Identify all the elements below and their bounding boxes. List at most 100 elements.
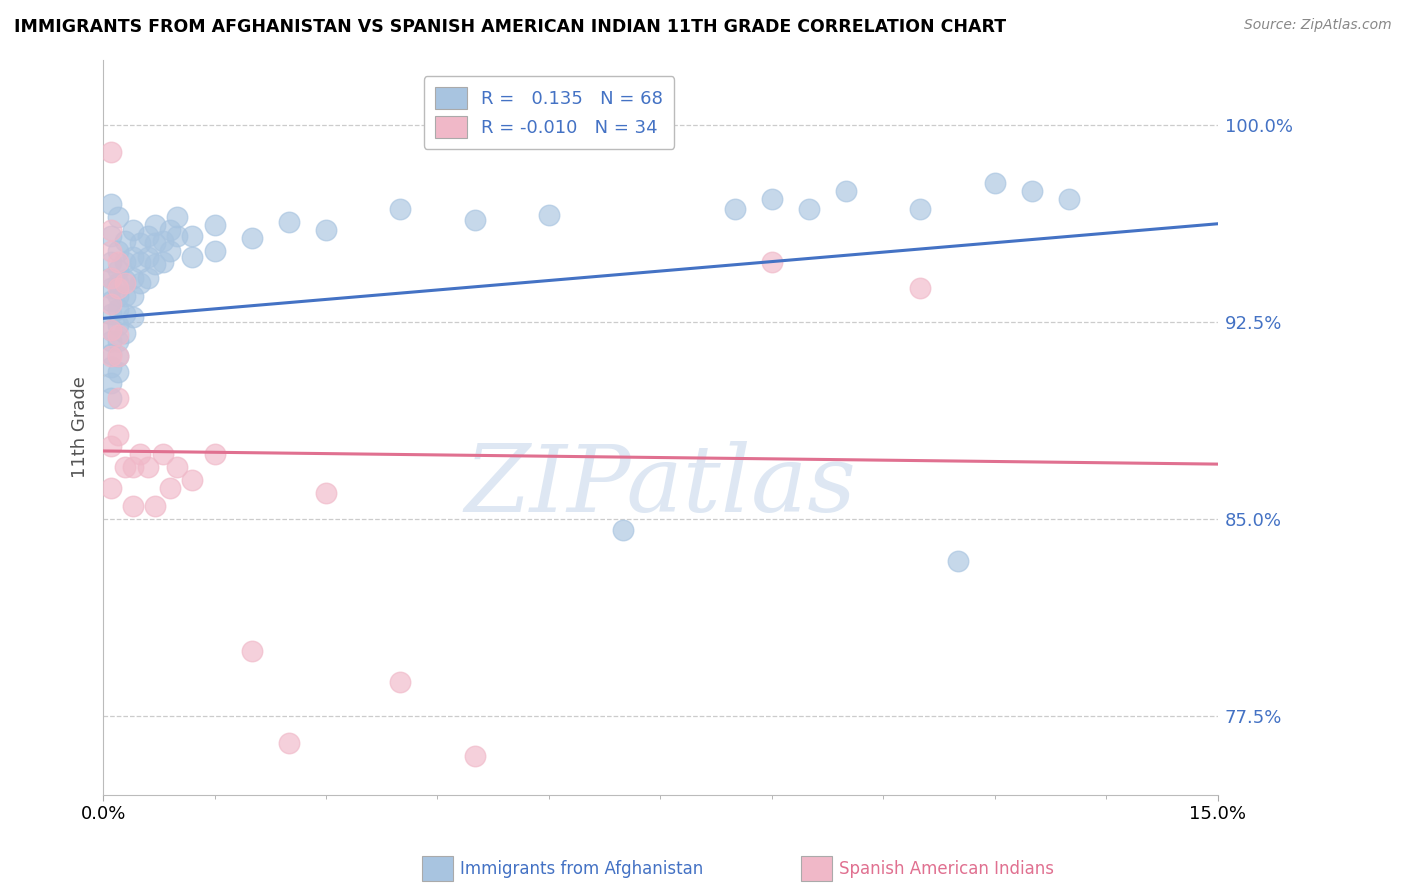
Point — [100, 359, 122, 374]
Legend: R =   0.135   N = 68, R = -0.010   N = 34: R = 0.135 N = 68, R = -0.010 N = 34 — [423, 76, 673, 149]
Point — [166, 459, 188, 474]
Point — [166, 228, 188, 243]
Point — [166, 210, 188, 224]
Point — [136, 459, 159, 474]
Point — [143, 258, 166, 272]
Point — [100, 228, 122, 243]
Point — [100, 347, 122, 361]
Point — [100, 281, 122, 295]
Point — [1057, 192, 1080, 206]
Point — [100, 376, 122, 390]
Point — [114, 289, 136, 303]
Point — [315, 486, 337, 500]
Point — [100, 350, 122, 364]
Point — [315, 223, 337, 237]
Point — [143, 236, 166, 251]
Point — [464, 748, 486, 763]
Point — [204, 218, 226, 232]
Point — [389, 202, 412, 217]
Point — [100, 334, 122, 348]
Point — [114, 459, 136, 474]
Point — [240, 643, 263, 657]
Point — [100, 294, 122, 309]
Point — [121, 499, 143, 513]
Point — [910, 202, 932, 217]
Point — [121, 310, 143, 324]
Point — [181, 473, 204, 487]
Text: ZIPatlas: ZIPatlas — [464, 442, 856, 531]
Point — [107, 318, 129, 332]
Point — [100, 323, 122, 337]
Point — [389, 675, 412, 690]
Point — [761, 192, 783, 206]
Point — [107, 281, 129, 295]
Point — [204, 244, 226, 259]
Point — [159, 223, 181, 237]
Point — [152, 234, 174, 248]
Point — [143, 218, 166, 232]
Point — [107, 392, 129, 406]
Text: Immigrants from Afghanistan: Immigrants from Afghanistan — [460, 860, 703, 878]
Point — [181, 228, 204, 243]
Point — [107, 328, 129, 343]
Point — [100, 197, 122, 211]
Point — [277, 735, 299, 749]
Point — [107, 276, 129, 290]
Point — [114, 255, 136, 269]
Point — [121, 250, 143, 264]
Point — [464, 212, 486, 227]
Point — [107, 255, 129, 269]
Point — [240, 231, 263, 245]
Point — [152, 447, 174, 461]
Point — [100, 307, 122, 321]
Point — [100, 323, 122, 337]
Point — [114, 276, 136, 290]
Point — [1021, 184, 1043, 198]
Point — [612, 523, 634, 537]
Point — [983, 176, 1005, 190]
Point — [129, 276, 152, 290]
Point — [136, 228, 159, 243]
Point — [910, 281, 932, 295]
Point — [143, 499, 166, 513]
Point — [114, 273, 136, 287]
Point — [159, 481, 181, 495]
Text: Source: ZipAtlas.com: Source: ZipAtlas.com — [1244, 18, 1392, 32]
Point — [152, 255, 174, 269]
Point — [100, 439, 122, 453]
Point — [121, 270, 143, 285]
Point — [835, 184, 858, 198]
Point — [129, 255, 152, 269]
Point — [100, 145, 122, 159]
Point — [159, 244, 181, 259]
Point — [100, 270, 122, 285]
Point — [107, 350, 129, 364]
Point — [136, 250, 159, 264]
Point — [724, 202, 747, 217]
Point — [107, 365, 129, 379]
Text: Spanish American Indians: Spanish American Indians — [839, 860, 1054, 878]
Point — [100, 255, 122, 269]
Point — [204, 447, 226, 461]
Point — [121, 459, 143, 474]
Point — [129, 447, 152, 461]
Point — [100, 270, 122, 285]
Point — [100, 297, 122, 311]
Point — [100, 244, 122, 259]
Point — [107, 428, 129, 442]
Point — [100, 481, 122, 495]
Point — [129, 236, 152, 251]
Point — [107, 334, 129, 348]
Point — [107, 289, 129, 303]
Point — [114, 307, 136, 321]
Point — [107, 210, 129, 224]
Point — [107, 350, 129, 364]
Point — [136, 270, 159, 285]
Y-axis label: 11th Grade: 11th Grade — [72, 376, 89, 478]
Point — [797, 202, 820, 217]
Point — [761, 255, 783, 269]
Point — [100, 223, 122, 237]
Point — [107, 302, 129, 317]
Point — [107, 244, 129, 259]
Point — [114, 326, 136, 340]
